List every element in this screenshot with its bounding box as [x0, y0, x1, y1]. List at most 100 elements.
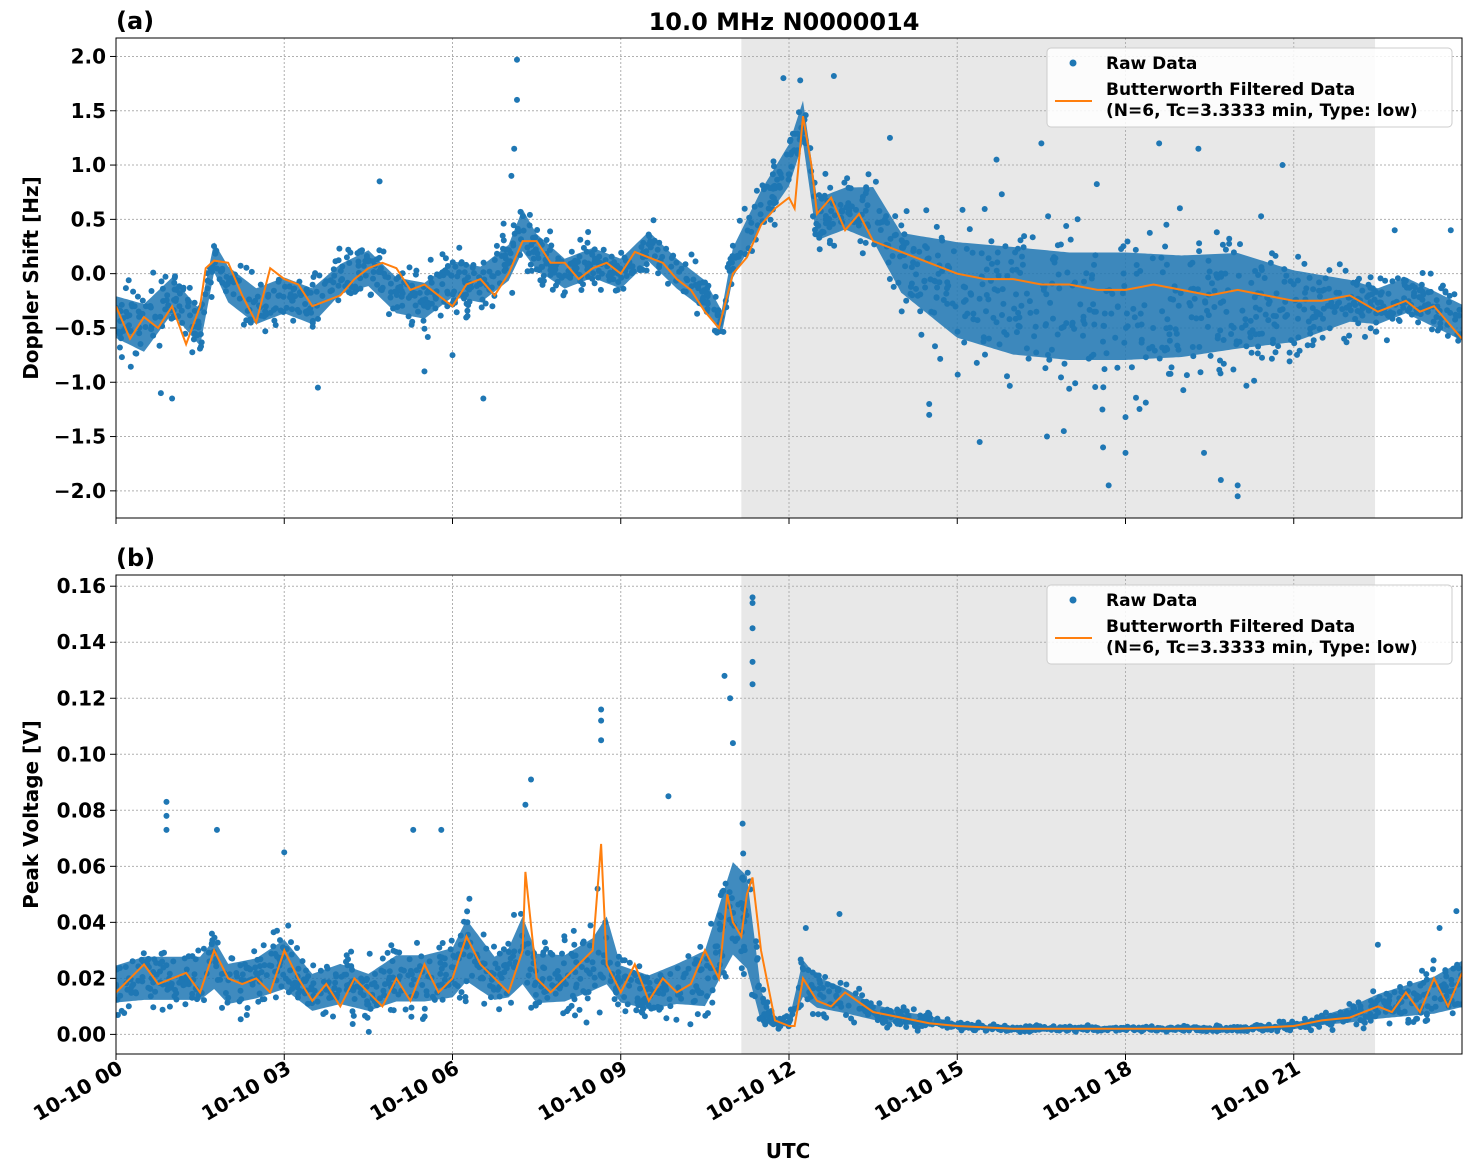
- raw-data-point: [1360, 1025, 1367, 1032]
- raw-data-point: [692, 258, 699, 265]
- y-tick-label: 0.06: [57, 854, 106, 878]
- raw-data-point: [673, 1016, 680, 1023]
- raw-data-outlier: [780, 75, 787, 82]
- raw-data-point: [261, 996, 268, 1003]
- raw-data-outlier: [438, 826, 445, 833]
- raw-data-point: [1004, 373, 1010, 380]
- raw-data-point: [1072, 380, 1079, 387]
- raw-data-point: [618, 249, 625, 256]
- raw-data-outlier: [480, 395, 487, 402]
- raw-data-point: [822, 974, 829, 980]
- raw-data-point: [408, 1004, 415, 1011]
- raw-data-point: [118, 354, 125, 361]
- raw-data-point: [384, 949, 391, 956]
- raw-data-point: [591, 280, 598, 287]
- raw-data-point: [402, 1006, 409, 1013]
- raw-data-point: [528, 1004, 535, 1011]
- raw-data-point: [1419, 270, 1426, 276]
- raw-data-point: [1167, 370, 1174, 377]
- raw-data-point: [1367, 325, 1374, 332]
- raw-data-point: [1222, 246, 1229, 253]
- raw-data-point: [1382, 277, 1389, 284]
- raw-data-point: [633, 1007, 640, 1014]
- raw-data-point: [288, 939, 294, 946]
- raw-data-point: [918, 331, 925, 338]
- raw-data-point: [248, 268, 255, 275]
- raw-data-point: [365, 1028, 372, 1035]
- raw-data-point: [424, 334, 431, 340]
- raw-data-point: [998, 191, 1005, 198]
- raw-data-point: [168, 315, 175, 322]
- raw-data-point: [362, 1012, 368, 1019]
- raw-data-point: [237, 262, 244, 269]
- raw-data-point: [1286, 349, 1293, 356]
- raw-data-point: [294, 945, 300, 951]
- raw-data-point: [354, 250, 361, 257]
- raw-data-point: [1326, 267, 1333, 274]
- raw-data-point: [482, 300, 489, 307]
- raw-data-point: [1309, 342, 1316, 349]
- raw-data-point: [626, 959, 633, 966]
- raw-data-point: [320, 1011, 327, 1017]
- raw-data-point: [848, 1015, 855, 1022]
- raw-data-point: [571, 941, 578, 948]
- raw-data-point: [1021, 233, 1028, 240]
- raw-data-point: [1259, 354, 1265, 361]
- raw-data-point: [262, 328, 269, 335]
- raw-data-point: [500, 237, 507, 244]
- raw-data-point: [831, 242, 838, 249]
- raw-data-point: [1061, 360, 1068, 367]
- raw-data-point: [1217, 370, 1224, 377]
- raw-data-point: [954, 371, 961, 378]
- y-axis-label: Doppler Shift [Hz]: [19, 176, 43, 380]
- raw-data-point: [421, 325, 428, 332]
- raw-data-point: [1451, 291, 1458, 298]
- raw-data-outlier: [598, 737, 605, 744]
- raw-data-point: [549, 286, 556, 293]
- raw-data-point: [260, 942, 267, 949]
- raw-data-point: [272, 994, 279, 1001]
- raw-data-point: [837, 979, 844, 986]
- raw-data-point: [857, 238, 864, 245]
- x-axis-label: UTC: [766, 1139, 811, 1163]
- raw-data-point: [1101, 366, 1108, 373]
- raw-data-point: [959, 206, 966, 213]
- raw-data-outlier: [749, 658, 756, 665]
- y-tick-label: −0.5: [54, 316, 106, 340]
- raw-data-point: [466, 895, 473, 902]
- raw-data-band: [116, 100, 1462, 360]
- raw-data-point: [1017, 237, 1024, 244]
- raw-data-point: [133, 350, 140, 357]
- raw-data-point: [694, 310, 701, 317]
- raw-data-point: [1132, 246, 1139, 253]
- raw-data-point: [285, 922, 292, 929]
- raw-data-point: [1274, 1028, 1281, 1035]
- raw-data-point: [189, 349, 196, 356]
- raw-data-point: [456, 994, 463, 1001]
- raw-data-point: [596, 1009, 603, 1016]
- raw-data-point: [1430, 966, 1436, 973]
- raw-data-point: [917, 308, 924, 315]
- raw-data-point: [388, 942, 395, 949]
- raw-data-point: [359, 247, 365, 254]
- raw-data-point: [827, 184, 834, 191]
- raw-data-point: [508, 999, 514, 1006]
- raw-data-point: [816, 192, 823, 199]
- raw-data-outlier: [993, 156, 1000, 163]
- raw-data-outlier: [886, 134, 893, 141]
- raw-data-point: [1220, 360, 1227, 367]
- raw-data-point: [1419, 967, 1425, 974]
- plot-area: [116, 56, 1462, 500]
- raw-data-outlier: [926, 411, 933, 418]
- raw-data-outlier: [163, 826, 170, 833]
- raw-data-point: [1383, 337, 1390, 344]
- raw-data-point: [859, 250, 866, 257]
- y-tick-label: −1.5: [54, 425, 106, 449]
- raw-data-point: [816, 246, 823, 253]
- filtered-data-line: [116, 116, 1462, 348]
- panel-a: 2.0 1.5 1.0 0.5 0.0 −0.5 −1.0 −1.5 −2.0 (a) Dopple…: [19, 7, 1463, 524]
- raw-data-point: [172, 273, 178, 280]
- raw-data-point: [368, 291, 374, 298]
- raw-data-point: [1251, 377, 1258, 384]
- raw-data-point: [966, 226, 973, 233]
